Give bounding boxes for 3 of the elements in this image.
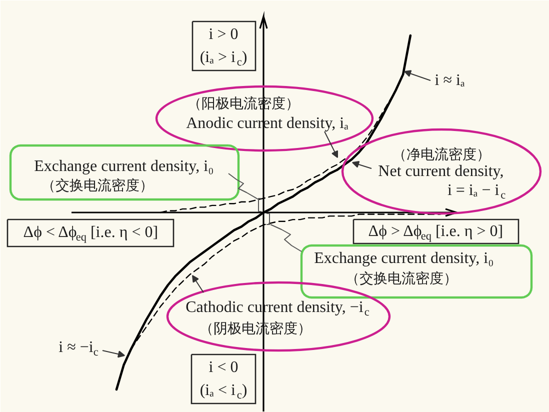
- annotation: Exchange current density, i₀ （交换电流密度）: [314, 250, 494, 287]
- annotation: i ≈ iₐ: [434, 72, 466, 89]
- annotation: Exchange current density, i₀ （交换电流密度）: [34, 158, 214, 194]
